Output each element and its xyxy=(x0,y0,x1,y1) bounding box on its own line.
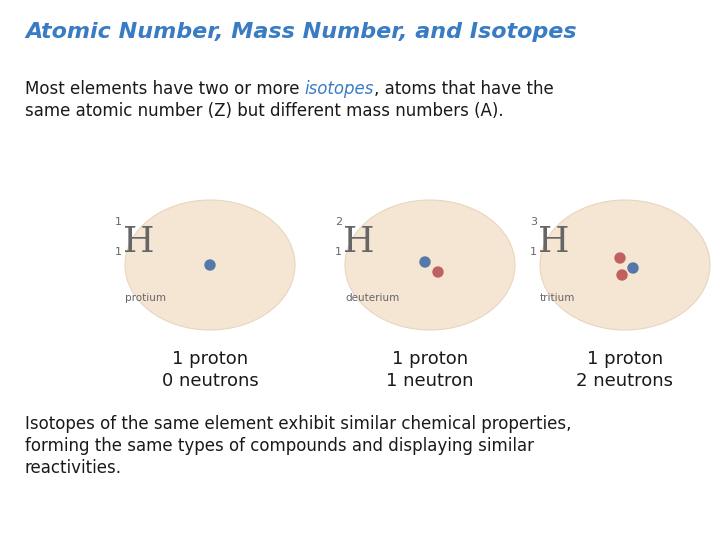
Circle shape xyxy=(205,260,215,270)
Circle shape xyxy=(628,263,638,273)
Text: tritium: tritium xyxy=(540,293,575,303)
Text: 1: 1 xyxy=(530,247,537,257)
Text: H: H xyxy=(123,225,155,259)
Ellipse shape xyxy=(125,200,295,330)
Ellipse shape xyxy=(540,200,710,330)
Text: 1 neutron: 1 neutron xyxy=(386,372,474,390)
Text: 1 proton: 1 proton xyxy=(392,350,468,368)
Circle shape xyxy=(617,270,627,280)
Text: H: H xyxy=(538,225,570,259)
Text: H: H xyxy=(343,225,374,259)
Circle shape xyxy=(615,253,625,263)
Text: 2 neutrons: 2 neutrons xyxy=(577,372,673,390)
Text: Isotopes of the same element exhibit similar chemical properties,: Isotopes of the same element exhibit sim… xyxy=(25,415,572,433)
Text: deuterium: deuterium xyxy=(345,293,400,303)
Circle shape xyxy=(433,267,443,277)
Text: protium: protium xyxy=(125,293,166,303)
Text: , atoms that have the: , atoms that have the xyxy=(374,80,554,98)
Text: isotopes: isotopes xyxy=(305,80,374,98)
Text: 1 proton: 1 proton xyxy=(587,350,663,368)
Text: 0 neutrons: 0 neutrons xyxy=(161,372,258,390)
Text: Most elements have two or more: Most elements have two or more xyxy=(25,80,305,98)
Text: 1 proton: 1 proton xyxy=(172,350,248,368)
Text: reactivities.: reactivities. xyxy=(25,459,122,477)
Text: Atomic Number, Mass Number, and Isotopes: Atomic Number, Mass Number, and Isotopes xyxy=(25,22,577,42)
Text: 1: 1 xyxy=(115,217,122,227)
Text: 1: 1 xyxy=(115,247,122,257)
Ellipse shape xyxy=(345,200,515,330)
Text: 1: 1 xyxy=(335,247,342,257)
Circle shape xyxy=(420,257,430,267)
Text: forming the same types of compounds and displaying similar: forming the same types of compounds and … xyxy=(25,437,534,455)
Text: 3: 3 xyxy=(530,217,537,227)
Text: same atomic number (Z) but different mass numbers (A).: same atomic number (Z) but different mas… xyxy=(25,102,503,120)
Text: 2: 2 xyxy=(335,217,342,227)
